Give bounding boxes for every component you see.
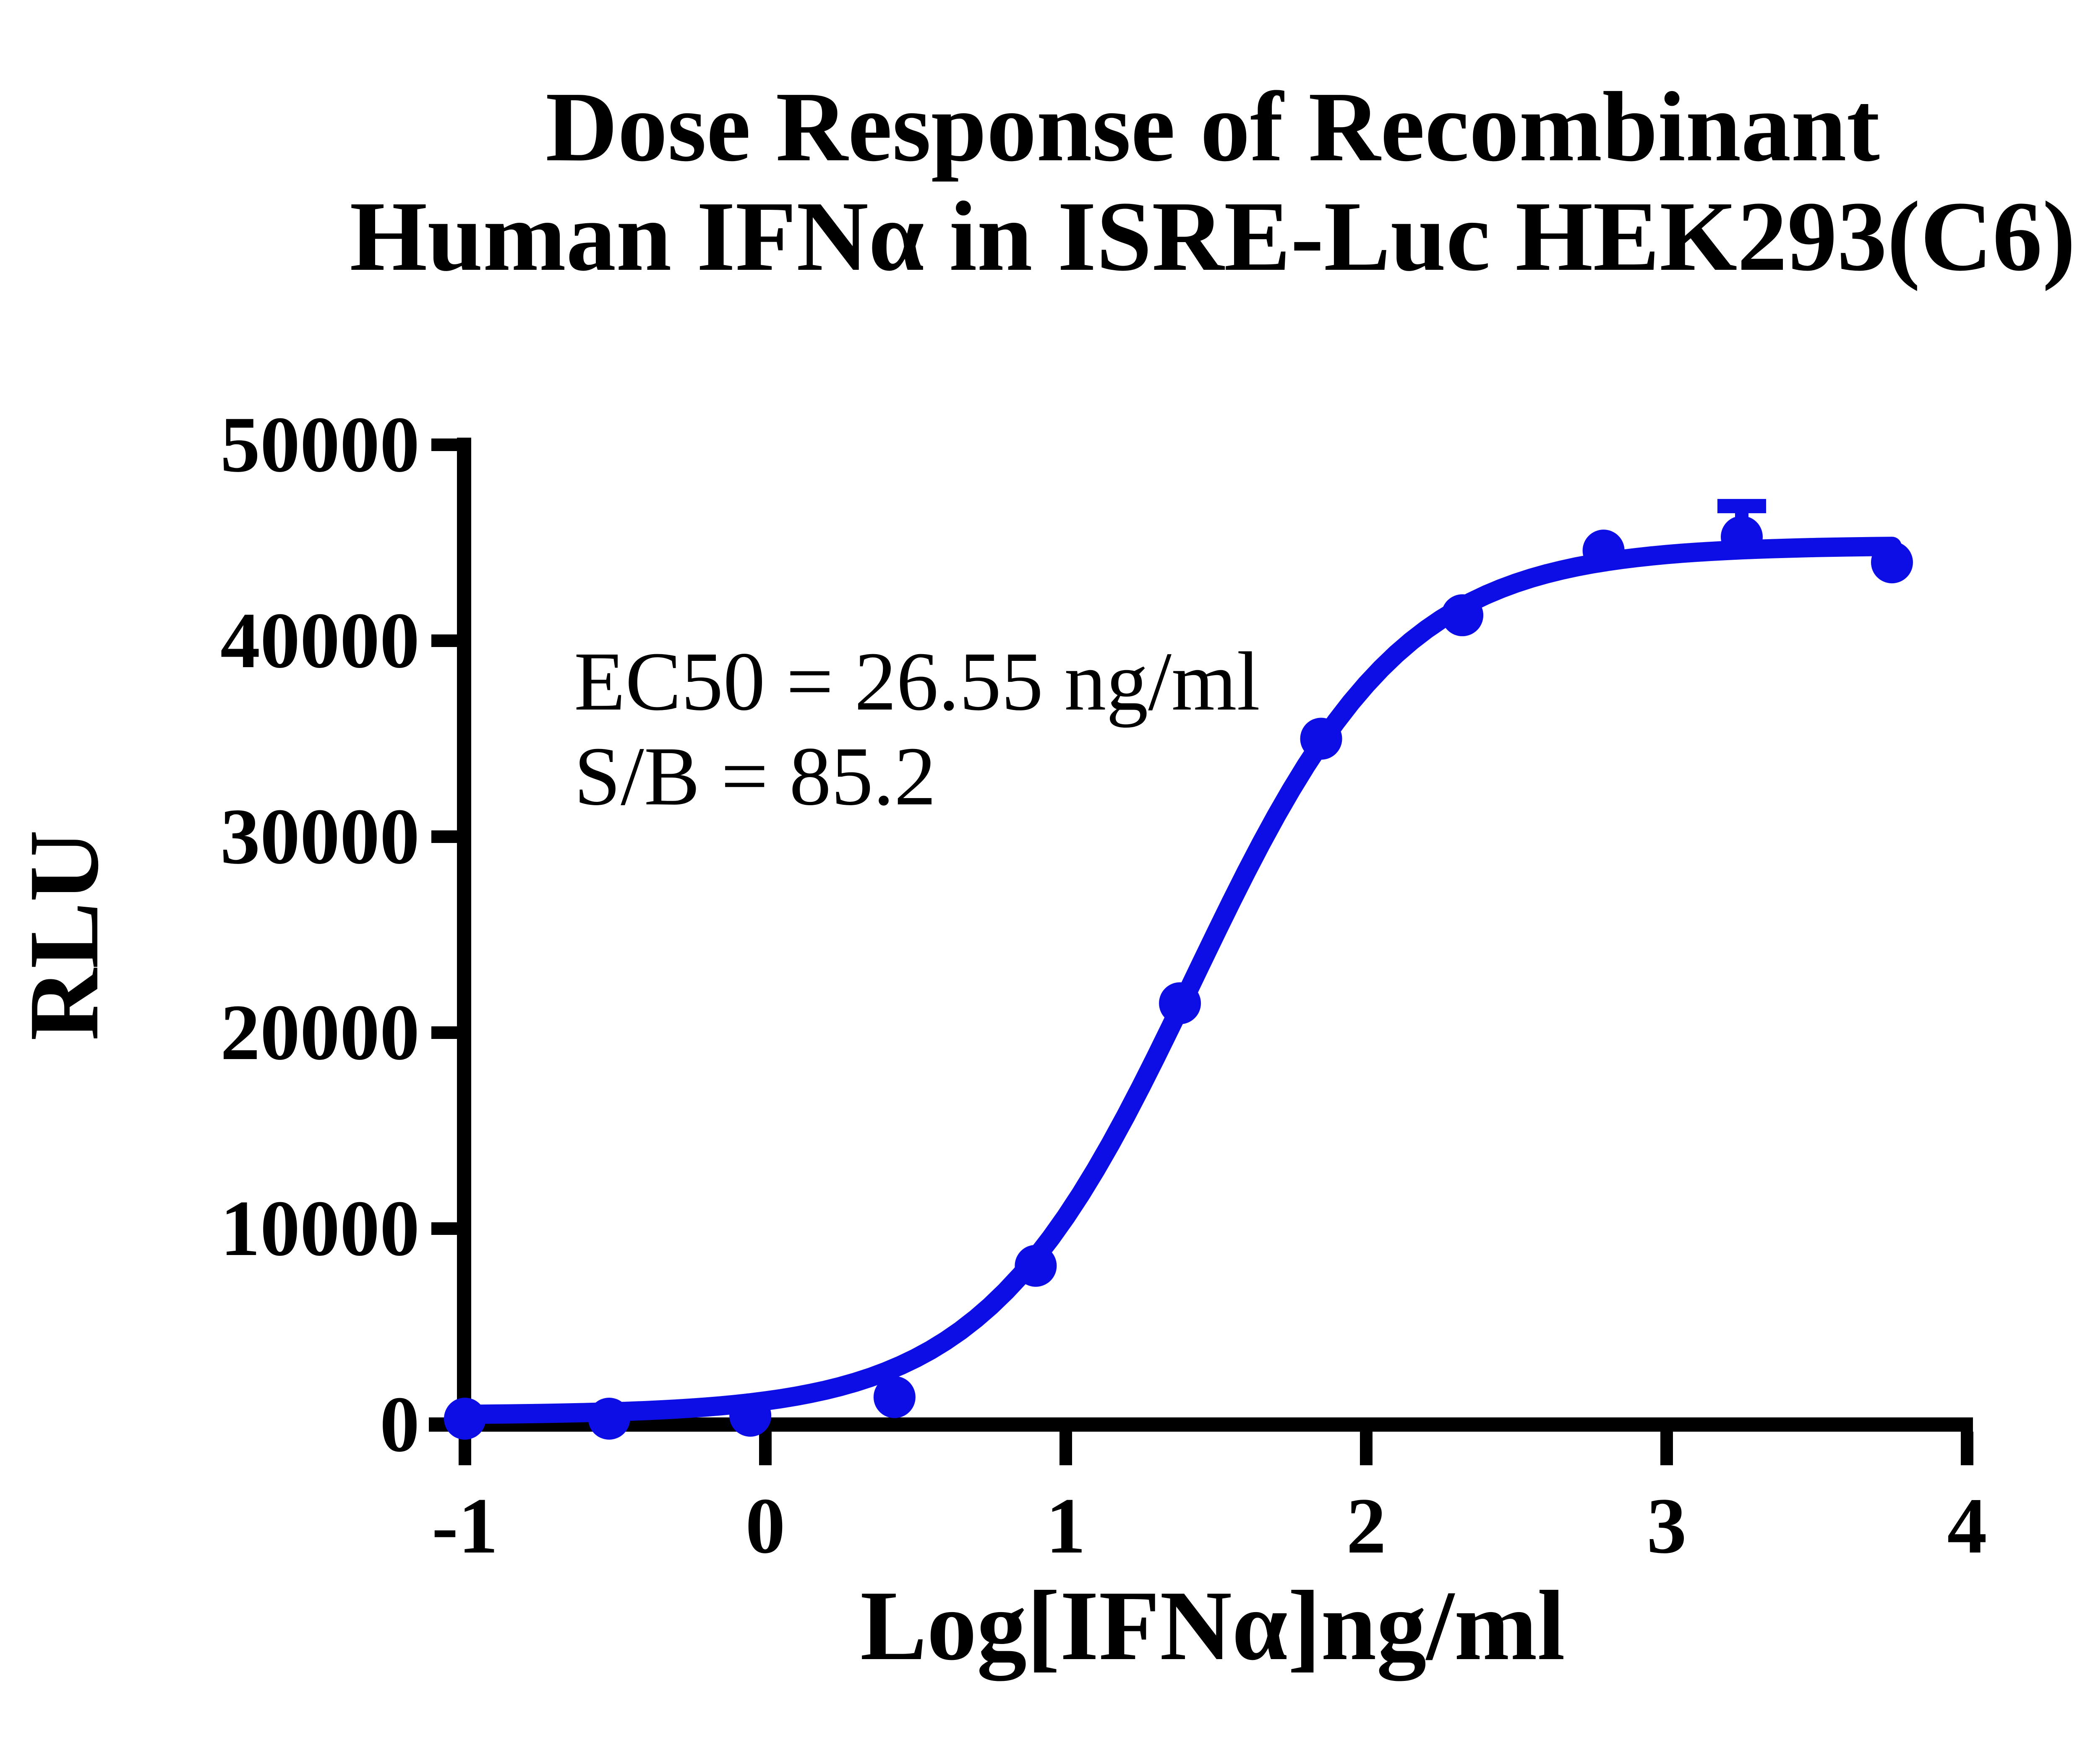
y-tick-label: 50000 — [220, 401, 420, 489]
x-axis-tick-labels: -1 0 1 2 3 4 — [432, 1482, 1987, 1570]
y-tick-label: 0 — [380, 1380, 420, 1469]
y-tick-label: 20000 — [220, 989, 420, 1077]
x-tick-label: 3 — [1647, 1482, 1687, 1570]
data-points — [444, 516, 1913, 1440]
data-point-marker — [588, 1397, 630, 1440]
data-point-marker — [1582, 530, 1625, 572]
data-point-marker — [444, 1397, 486, 1440]
x-tick-label: 0 — [746, 1482, 785, 1570]
x-tick-label: 4 — [1947, 1482, 1987, 1570]
chart-title-line-1: Dose Response of Recombinant — [545, 72, 1880, 182]
data-point-marker — [1871, 541, 1913, 584]
data-point-marker — [1015, 1245, 1057, 1287]
y-tick-label: 10000 — [220, 1185, 420, 1273]
x-tick-label: 1 — [1046, 1482, 1086, 1570]
fit-annotation: EC50 = 26.55 ng/ml S/B = 85.2 — [574, 635, 1260, 823]
x-tick-label: -1 — [432, 1482, 498, 1570]
chart-title-line-2: Human IFNα in ISRE-Luc HEK293(C6) — [350, 181, 2075, 292]
y-axis-title: RLU — [9, 830, 119, 1041]
data-point-marker — [873, 1376, 916, 1418]
axis-spines — [429, 438, 1973, 1432]
x-axis-title: Log[IFNα]ng/ml — [860, 1571, 1565, 1681]
data-point-marker — [1721, 516, 1763, 558]
data-point-marker — [1300, 718, 1342, 760]
signal-background-annotation: S/B = 85.2 — [574, 730, 936, 823]
y-axis-ticks — [431, 438, 457, 1431]
ec50-annotation: EC50 = 26.55 ng/ml — [574, 635, 1260, 728]
data-point-marker — [1441, 594, 1484, 637]
x-tick-label: 2 — [1346, 1482, 1386, 1570]
y-axis-tick-labels: 0 10000 20000 30000 40000 50000 — [220, 401, 420, 1469]
x-axis-ticks — [459, 1432, 1973, 1465]
data-point-marker — [729, 1394, 772, 1437]
data-point-marker — [1159, 982, 1201, 1024]
y-tick-label: 30000 — [220, 793, 420, 881]
y-tick-label: 40000 — [220, 597, 420, 685]
